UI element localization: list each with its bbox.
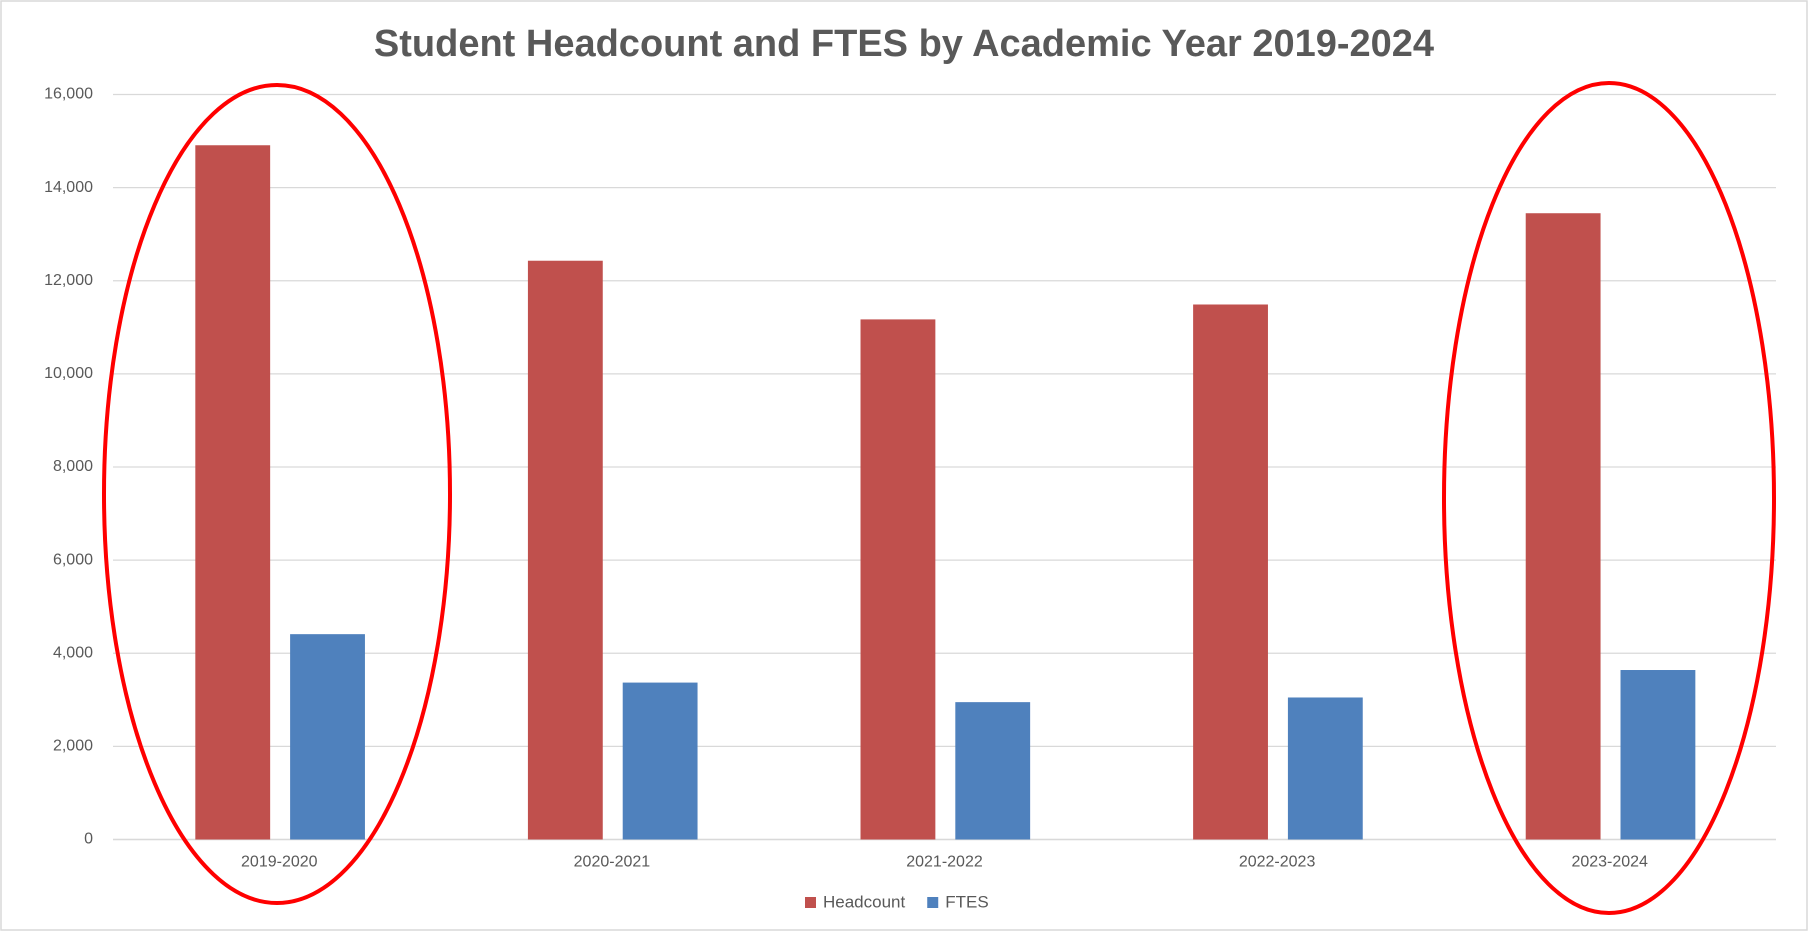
legend-label: FTES xyxy=(945,892,988,911)
x-tick-label: 2023-2024 xyxy=(1571,854,1648,871)
bar xyxy=(1287,697,1363,840)
bar xyxy=(195,145,271,840)
y-tick-label: 14,000 xyxy=(44,179,93,196)
legend-swatch xyxy=(805,897,816,908)
legend-swatch xyxy=(927,897,939,908)
highlight-ellipse xyxy=(102,83,452,905)
x-tick-label: 2019-2020 xyxy=(241,854,318,871)
y-tick-label: 10,000 xyxy=(44,365,93,382)
y-tick-label: 16,000 xyxy=(44,86,93,103)
bar xyxy=(527,260,603,840)
bar xyxy=(1620,670,1696,840)
y-tick-label: 12,000 xyxy=(44,272,93,289)
y-tick-label: 6,000 xyxy=(53,551,93,568)
x-tick-label: 2021-2022 xyxy=(906,854,983,871)
bar xyxy=(1525,213,1601,840)
bar xyxy=(290,634,365,840)
y-tick-label: 0 xyxy=(84,831,93,848)
bar xyxy=(955,702,1031,840)
y-tick-label: 8,000 xyxy=(53,458,93,475)
x-tick-label: 2022-2023 xyxy=(1239,854,1316,871)
bar xyxy=(1193,304,1268,840)
y-tick-label: 4,000 xyxy=(53,644,93,661)
x-tick-label: 2020-2021 xyxy=(574,854,651,871)
bar xyxy=(860,319,936,840)
bar xyxy=(622,682,698,840)
y-tick-label: 2,000 xyxy=(53,738,93,755)
highlight-ellipse xyxy=(1442,81,1776,915)
chart-title: Student Headcount and FTES by Academic Y… xyxy=(374,23,1434,65)
legend-label: Headcount xyxy=(823,892,906,911)
